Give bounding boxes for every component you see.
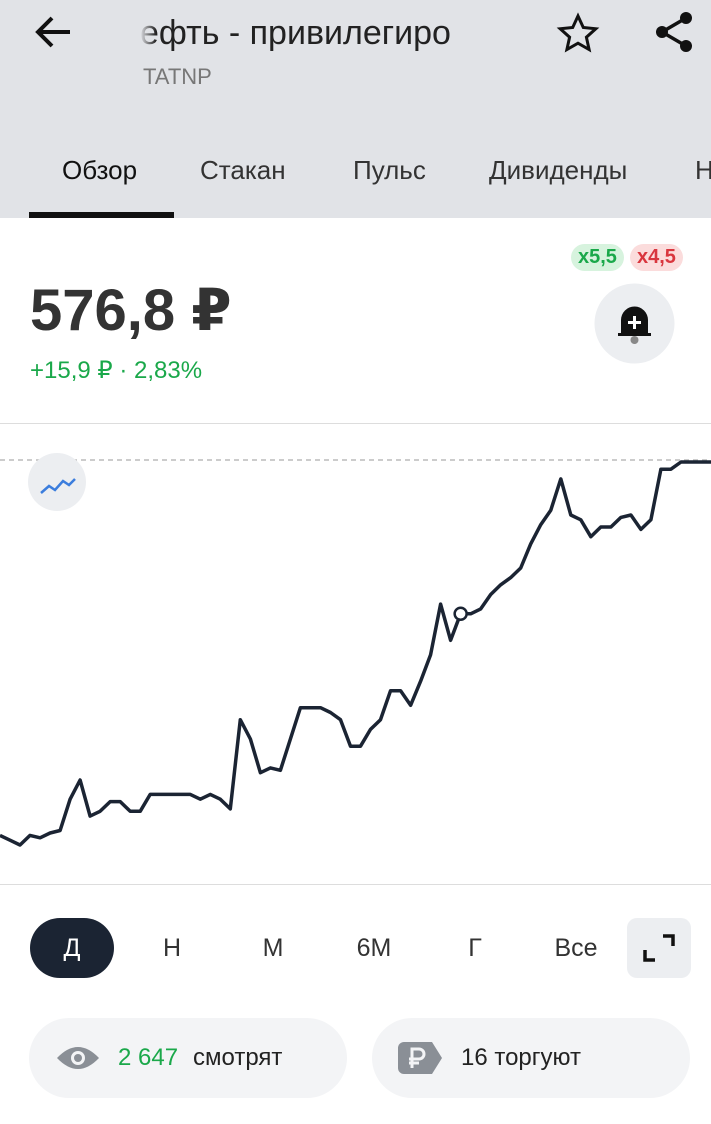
watching-label: смотрят (193, 1044, 283, 1071)
trading-count: 16 торгуют (461, 1044, 581, 1071)
alert-button[interactable] (594, 283, 675, 364)
period-button[interactable]: Н (162, 934, 182, 962)
fullscreen-button[interactable] (627, 918, 691, 978)
period-button[interactable]: М (262, 934, 284, 962)
ruble-icon (398, 1042, 442, 1074)
divider (0, 423, 711, 424)
watching-pill: 2 647 смотрят (29, 1018, 347, 1098)
event-marker (453, 606, 468, 622)
leverage-long: x5,5 (571, 244, 624, 271)
period-button[interactable]: Г (468, 934, 482, 962)
app-bar: ефть - привилегиро TATNP Обзор Стакан Пу… (0, 0, 711, 218)
period-button[interactable]: Д (30, 918, 114, 978)
eye-icon (57, 1047, 99, 1069)
period-button[interactable]: Все (554, 934, 598, 962)
divider (0, 884, 711, 885)
tab-indicator (29, 212, 174, 218)
watching-count: 2 647 (118, 1044, 179, 1071)
tab[interactable]: Стакан (200, 155, 286, 185)
share-button[interactable] (652, 10, 696, 54)
ticker: TATNP (143, 64, 212, 89)
tab[interactable]: Дивиденды (489, 155, 628, 185)
back-button[interactable] (32, 12, 76, 56)
price: 576,8 ₽ (30, 278, 232, 343)
trading-pill: 16 торгуют (372, 1018, 690, 1098)
instrument-title: ефть - привилегиро (140, 14, 451, 52)
tab[interactable]: Обзор (62, 155, 138, 185)
chart-type-button[interactable] (28, 453, 86, 511)
leverage-short: x4,5 (630, 244, 683, 271)
chart-type-icon (40, 478, 76, 494)
price-chart (0, 453, 711, 847)
period-button[interactable]: 6М (356, 934, 392, 962)
price-line (0, 460, 711, 847)
tab[interactable]: Пульс (353, 155, 426, 185)
favorite-button[interactable] (556, 12, 600, 56)
tab[interactable]: Н (695, 155, 711, 185)
price-change: +15,9 ₽ · 2,83% (30, 357, 203, 384)
